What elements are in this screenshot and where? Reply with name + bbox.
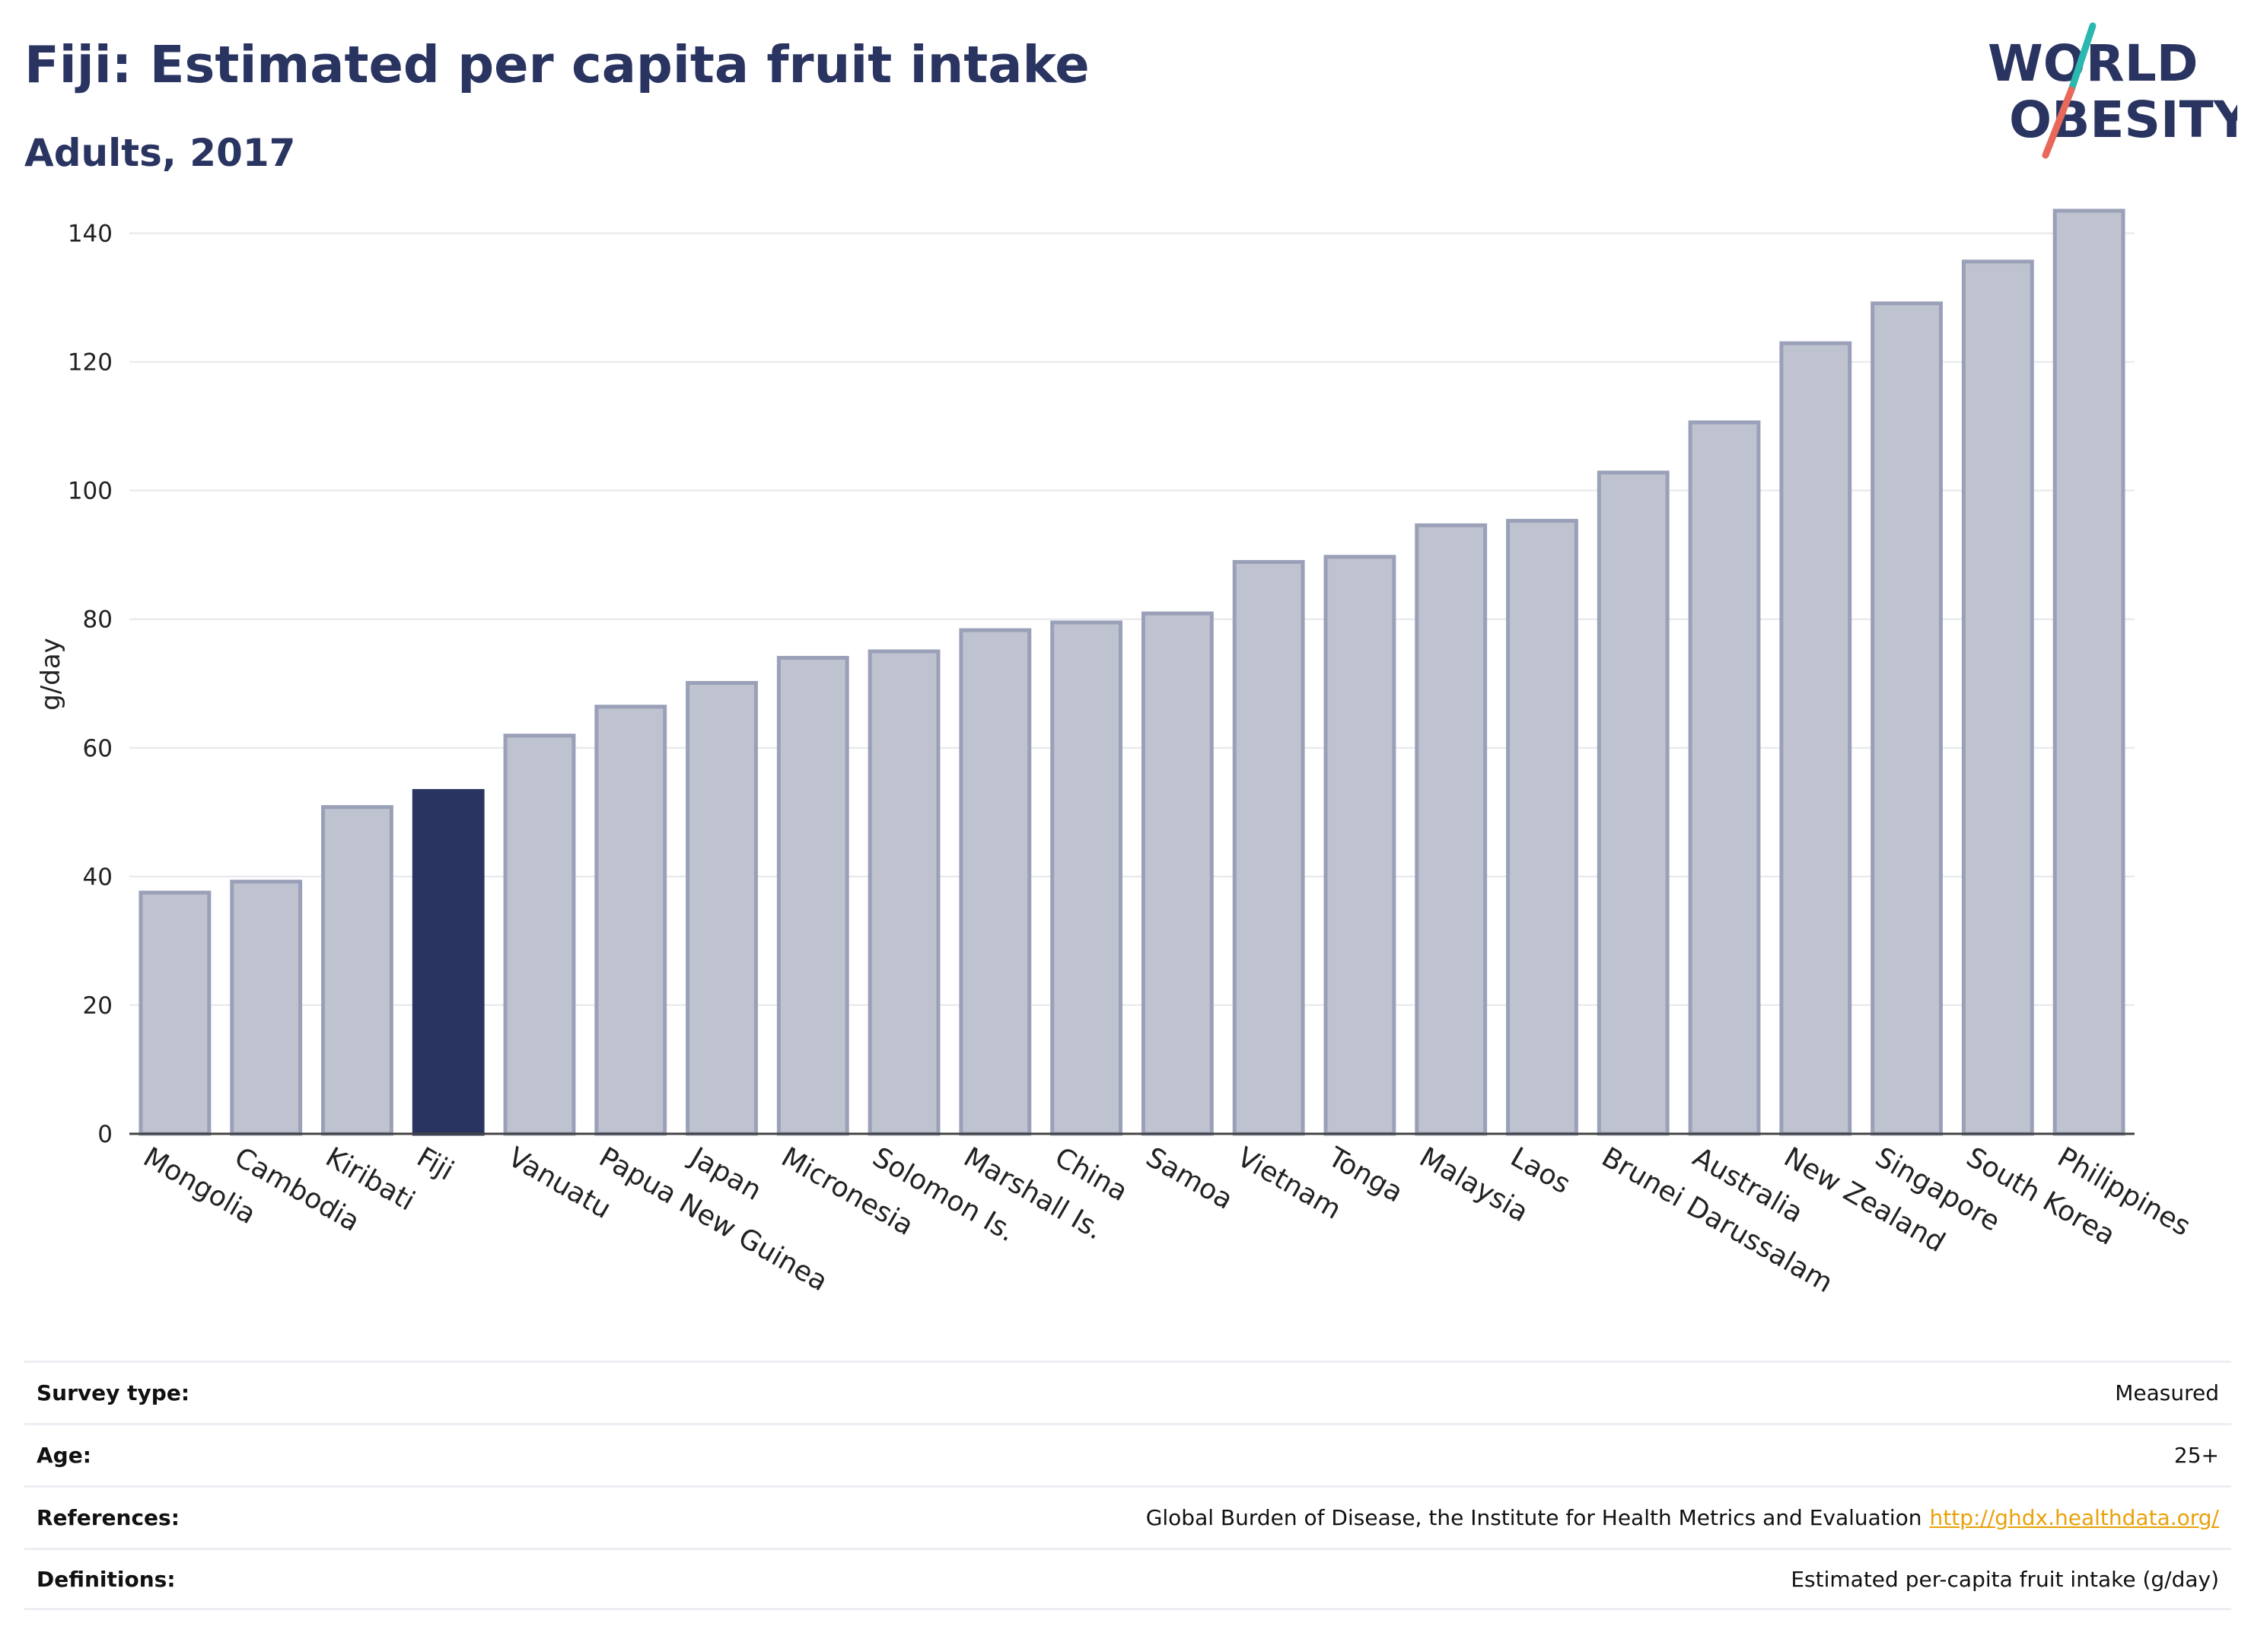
bar-cambodia xyxy=(230,880,303,1136)
x-tick-label: Vietnam xyxy=(1232,1141,1346,1226)
reference-link[interactable]: http://ghdx.healthdata.org/ xyxy=(1929,1505,2219,1530)
y-tick-label: 80 xyxy=(83,606,113,634)
bar-papua-new-guinea xyxy=(594,705,667,1136)
world-obesity-logo: WORLD OBESITY xyxy=(1988,22,2237,159)
bar-marshall-is xyxy=(959,628,1032,1136)
bar-new-zealand xyxy=(1779,341,1852,1136)
meta-value: Estimated per-capita fruit intake (g/day… xyxy=(1791,1566,2219,1592)
bar-australia xyxy=(1688,420,1761,1136)
meta-row-references: References: Global Burden of Disease, th… xyxy=(24,1485,2231,1548)
y-tick-label: 40 xyxy=(83,864,113,891)
bar-kiribati xyxy=(321,805,393,1136)
y-tick-label: 120 xyxy=(68,349,113,377)
bar-japan xyxy=(686,680,758,1136)
y-tick-label: 60 xyxy=(83,735,113,762)
meta-label: Age: xyxy=(37,1443,91,1468)
y-tick-label: 140 xyxy=(68,221,113,248)
logo-slash-bottom xyxy=(2042,86,2075,159)
bar-malaysia xyxy=(1415,523,1488,1136)
bar-mongolia xyxy=(138,890,212,1136)
bar-philippines xyxy=(2052,208,2125,1136)
logo-slash-top xyxy=(2068,22,2097,94)
y-tick-label: 0 xyxy=(97,1121,113,1148)
metadata-table: Survey type: Measured Age: 25+ Reference… xyxy=(24,1361,2231,1610)
bar-singapore xyxy=(1871,301,1943,1136)
meta-label: References: xyxy=(37,1505,180,1530)
x-tick-label: Fiji xyxy=(412,1141,459,1187)
bar-laos xyxy=(1506,518,1578,1136)
meta-label: Survey type: xyxy=(37,1380,190,1405)
y-axis-label: g/day xyxy=(36,638,66,711)
bars xyxy=(138,208,2125,1136)
bar-south-korea xyxy=(1961,259,2034,1136)
meta-value-references: Global Burden of Disease, the Institute … xyxy=(1146,1505,2219,1530)
y-axis-ticks: 0 20 40 60 80 100 120 140 xyxy=(68,221,113,1148)
chart-title: Fiji: Estimated per capita fruit intake xyxy=(24,35,1090,94)
y-tick-label: 100 xyxy=(68,478,113,505)
meta-row-age: Age: 25+ xyxy=(24,1423,2231,1485)
meta-row-definitions: Definitions: Estimated per-capita fruit … xyxy=(24,1548,2231,1610)
meta-row-survey-type: Survey type: Measured xyxy=(24,1361,2231,1423)
bar-vietnam xyxy=(1232,559,1305,1136)
bar-micronesia xyxy=(776,655,849,1136)
bar-tonga xyxy=(1323,555,1396,1136)
bar-samoa xyxy=(1141,611,1214,1136)
logo-word-1: WORLD xyxy=(1988,34,2198,93)
bar-fiji xyxy=(412,788,485,1136)
bar-brunei-darussalam xyxy=(1597,470,1670,1136)
y-tick-label: 20 xyxy=(83,992,113,1020)
meta-value: 25+ xyxy=(2173,1443,2219,1468)
bar-vanuatu xyxy=(503,734,576,1136)
logo-word-2: OBESITY xyxy=(2009,91,2237,149)
x-tick-label: Samoa xyxy=(1141,1141,1238,1216)
meta-label: Definitions: xyxy=(37,1566,176,1592)
x-tick-label: Vanuatu xyxy=(502,1141,616,1225)
bar-china xyxy=(1050,620,1123,1136)
meta-value: Measured xyxy=(2115,1380,2219,1405)
reference-text: Global Burden of Disease, the Institute … xyxy=(1145,1505,1922,1530)
chart-subtitle: Adults, 2017 xyxy=(24,131,296,175)
bar-solomon-is xyxy=(868,649,941,1136)
